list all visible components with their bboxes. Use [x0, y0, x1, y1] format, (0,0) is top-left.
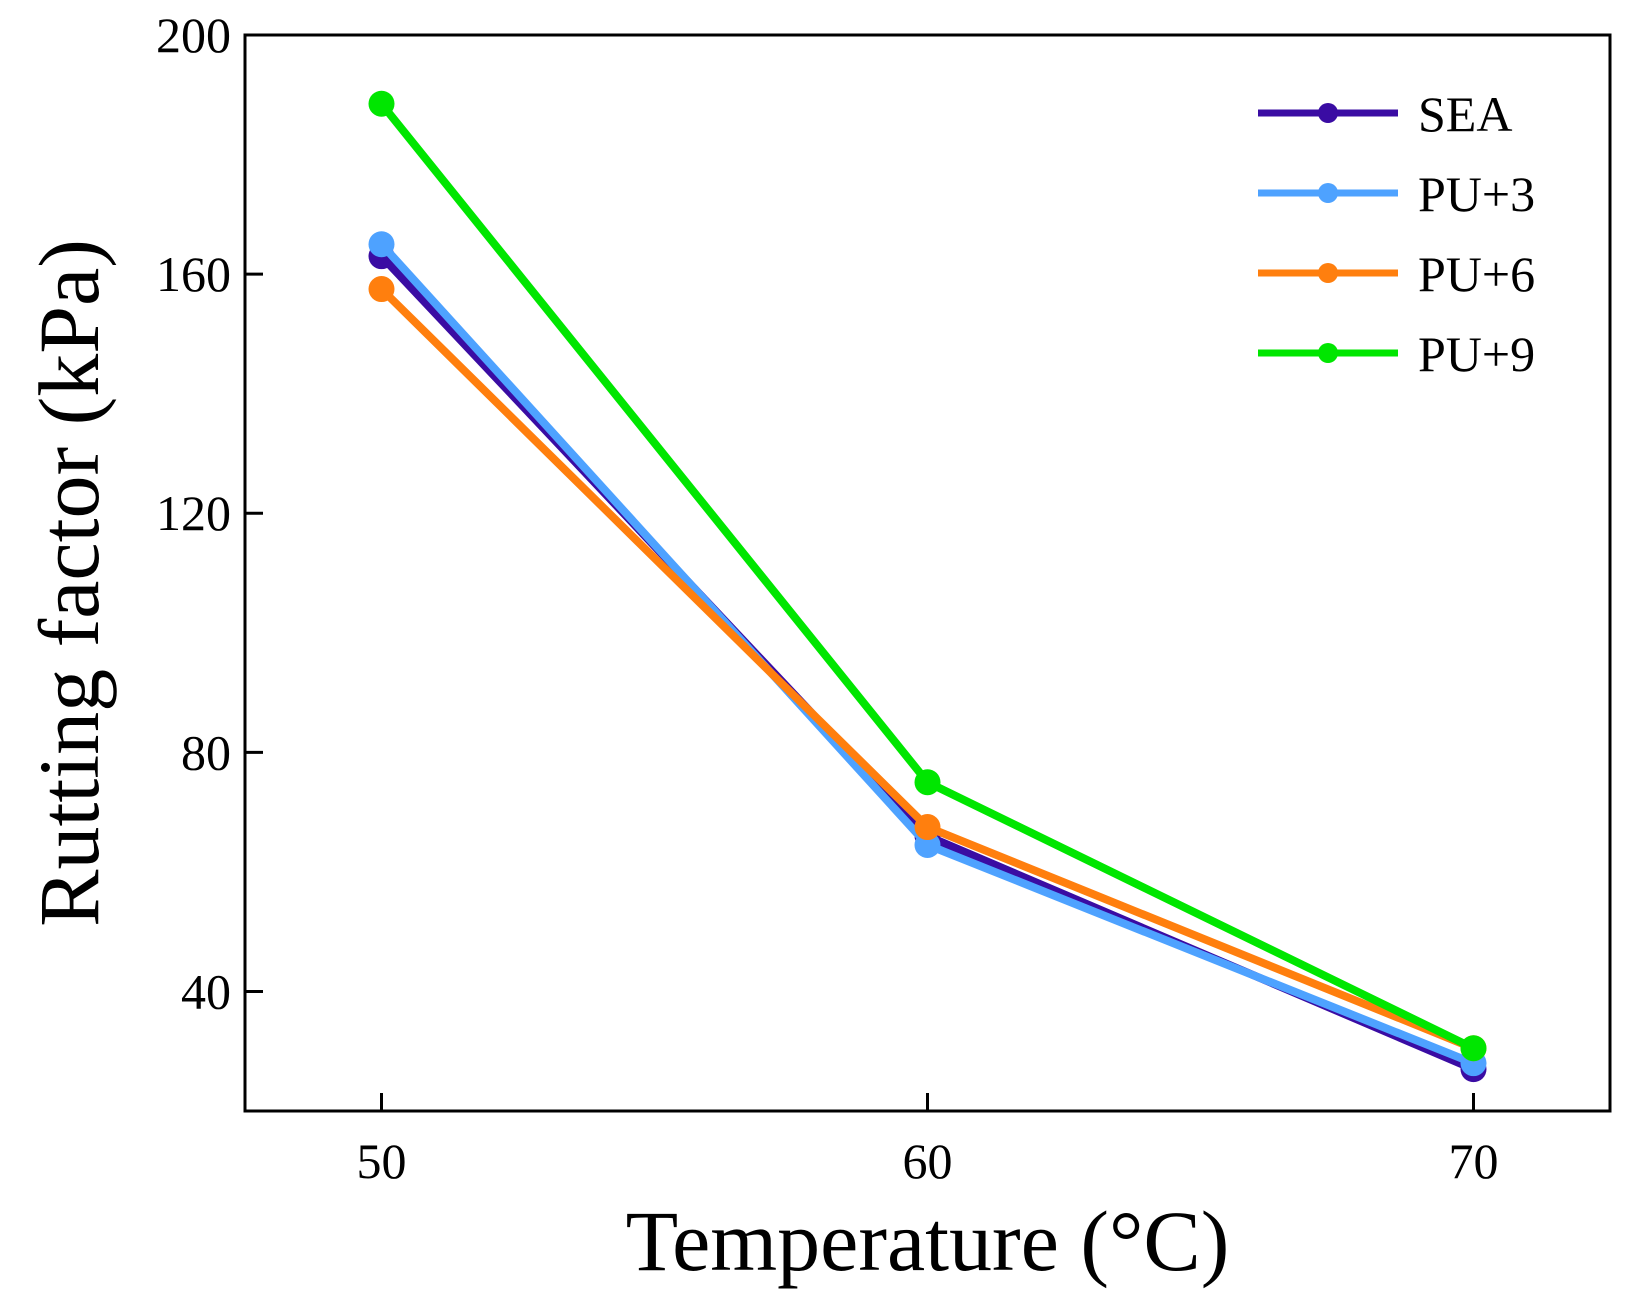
y-axis-title: Rutting factor (kPa): [21, 239, 117, 927]
x-tick-label-50: 50: [357, 1133, 407, 1189]
x-tick-label-70: 70: [1449, 1133, 1499, 1189]
legend-marker-pu-6: [1318, 263, 1338, 283]
series-line-pu-3: [378, 241, 1475, 1067]
data-point-pu-3-50: [368, 231, 395, 258]
legend-label-sea: SEA: [1418, 86, 1512, 142]
series-line-pu-6: [378, 286, 1476, 1052]
y-tick-label-80: 80: [181, 724, 231, 780]
x-axis-title: Temperature (°C): [626, 1193, 1230, 1289]
y-tick-label-160: 160: [156, 246, 231, 302]
legend-marker-sea: [1318, 103, 1338, 123]
y-tick-label-120: 120: [156, 485, 231, 541]
series-line-sea: [378, 253, 1476, 1073]
legend-marker-pu-9: [1318, 343, 1338, 363]
y-tick-label-200: 200: [156, 7, 231, 63]
data-point-pu-6-60: [914, 814, 941, 841]
data-point-pu-9-60: [914, 769, 941, 796]
legend-label-pu-6: PU+6: [1418, 246, 1535, 302]
data-point-pu-3-60: [914, 831, 941, 858]
data-point-pu-9-50: [368, 90, 395, 117]
data-point-pu-6-50: [368, 276, 395, 303]
data-point-pu-9-70: [1460, 1035, 1487, 1062]
plot-frame: [243, 33, 1612, 1113]
legend-label-pu-9: PU+9: [1418, 326, 1535, 382]
y-tick-label-40: 40: [181, 963, 231, 1019]
legend: SEA PU+3 PU+6 PU+9: [1258, 86, 1535, 382]
series-line-pu-9: [378, 101, 1476, 1052]
x-tick-label-60: 60: [903, 1133, 953, 1189]
series-layer: [368, 90, 1487, 1083]
legend-marker-pu-3: [1318, 183, 1338, 203]
ticks-layer: 40 80 120 160 200 50 60 70: [156, 7, 1499, 1189]
legend-label-pu-3: PU+3: [1418, 166, 1535, 222]
